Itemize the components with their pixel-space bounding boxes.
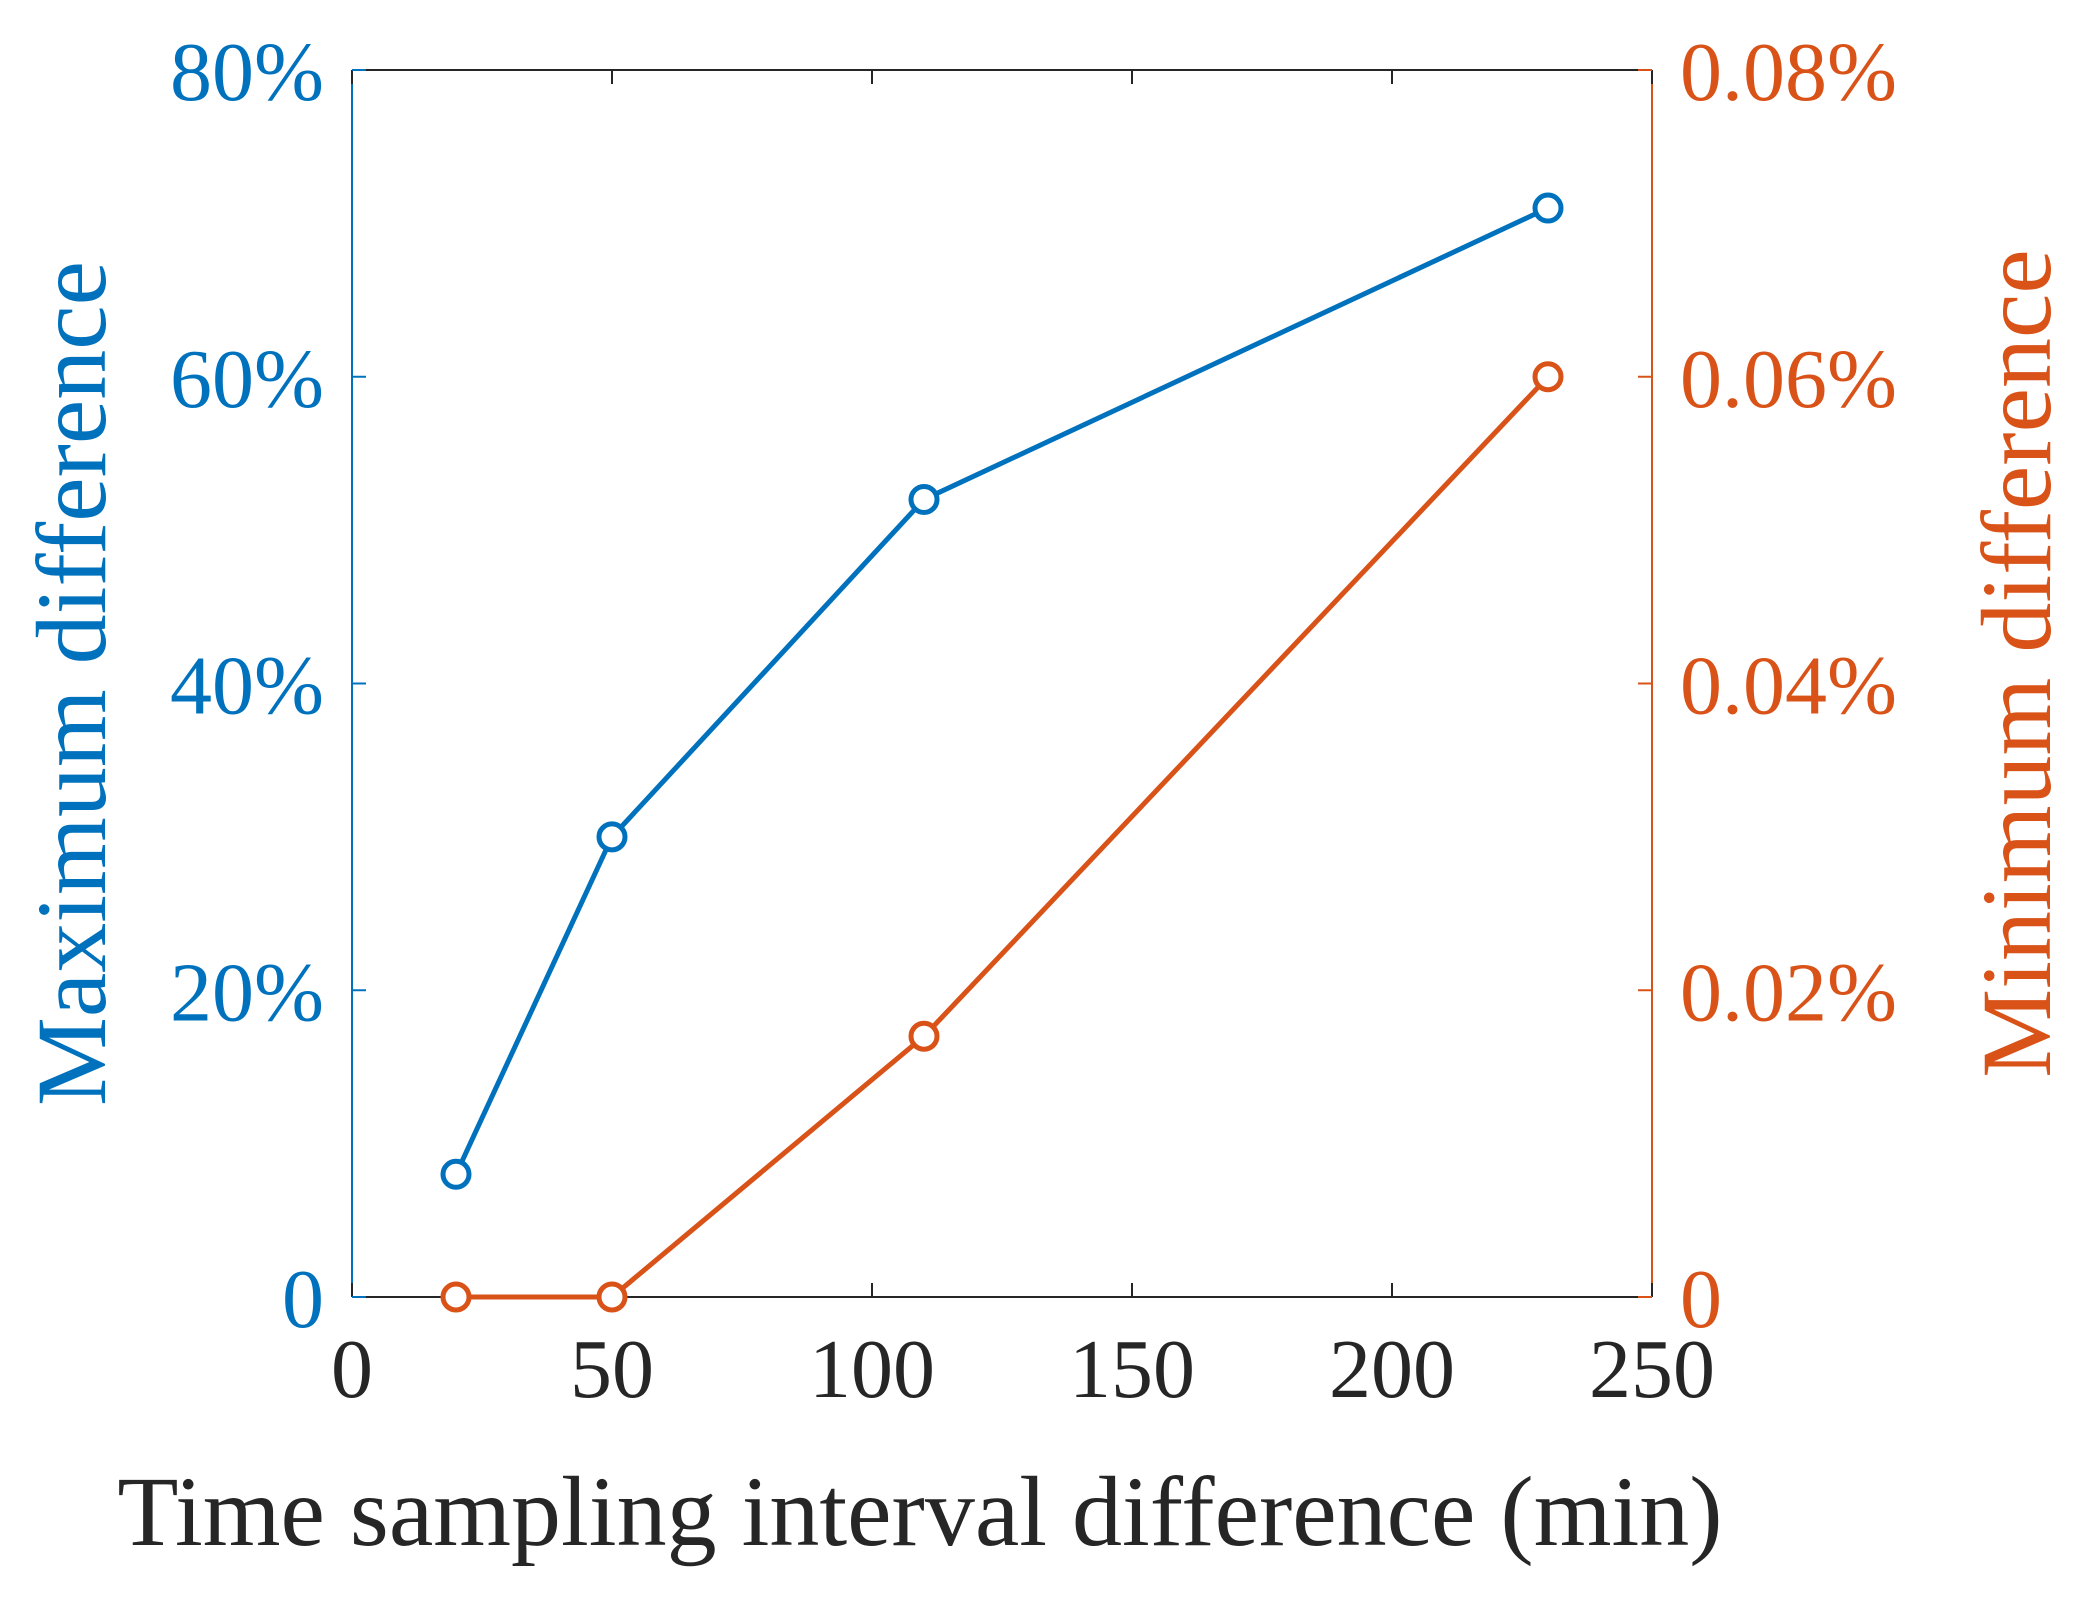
maximum-difference-line xyxy=(453,205,1550,1176)
x-tick-label: 100 xyxy=(809,1323,935,1416)
right-y-tick-label: 0.02% xyxy=(1680,946,1897,1039)
right-y-tick-label: 0.08% xyxy=(1680,26,1897,119)
right-y-tick-label: 0.04% xyxy=(1680,640,1897,733)
left-y-tick-label: 40% xyxy=(170,640,324,733)
maximum-difference-point xyxy=(440,1158,472,1190)
minimum-difference-point xyxy=(908,1020,940,1052)
left-y-axis-title: Maximum difference xyxy=(16,261,127,1106)
left-y-tick-label: 20% xyxy=(170,946,324,1039)
right-y-axis-title: Minimum difference xyxy=(1961,249,2072,1077)
x-tick-label: 0 xyxy=(331,1323,373,1416)
series-layer xyxy=(440,192,1564,1313)
minimum-difference-point xyxy=(596,1281,628,1313)
minimum-difference-point xyxy=(440,1281,472,1313)
maximum-difference-point xyxy=(1532,192,1564,224)
axes-layer: 0 50 100 150 200 250020%40%60%80%00.02%0.04%0… xyxy=(170,26,1897,1416)
left-y-tick-label: 80% xyxy=(170,26,324,119)
x-tick-label: 200 xyxy=(1329,1323,1455,1416)
maximum-difference-point xyxy=(908,483,940,515)
minimum-difference-line xyxy=(456,375,1550,1300)
left-y-tick-label: 60% xyxy=(170,333,324,426)
x-tick-label: 250 xyxy=(1589,1323,1715,1416)
labels-layer: Time sampling interval difference (min) … xyxy=(16,249,2072,1567)
left-y-tick-label: 0 xyxy=(282,1253,324,1346)
x-tick-label: 50 xyxy=(570,1323,654,1416)
right-y-tick-label: 0.06% xyxy=(1680,333,1897,426)
maximum-difference-point xyxy=(596,821,628,853)
x-tick-label: 150 xyxy=(1069,1323,1195,1416)
minimum-difference-point xyxy=(1532,361,1564,393)
right-y-tick-label: 0 xyxy=(1680,1253,1722,1346)
x-axis-title: Time sampling interval difference (min) xyxy=(117,1456,1722,1567)
